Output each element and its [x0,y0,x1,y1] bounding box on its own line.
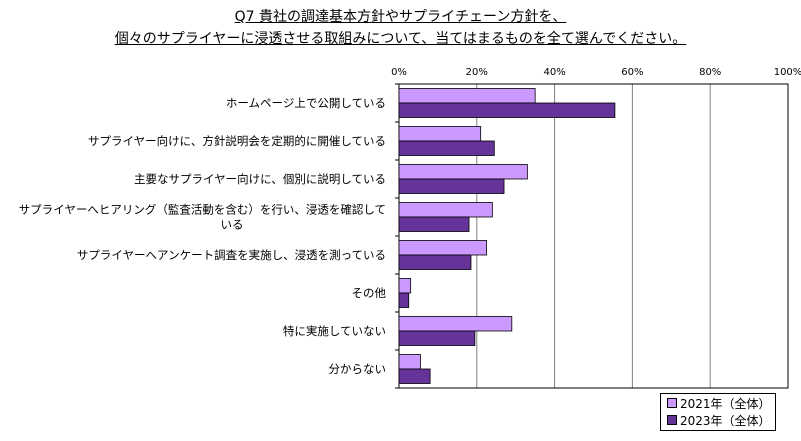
bar-2021 [398,88,536,104]
legend-label-2021: 2021年（全体） [680,397,771,411]
bar-2023 [398,140,495,156]
category-label: サプライヤーへアンケート調査を実施し、浸透を測っている [77,248,386,262]
category-label: サプライヤー向けに、方針説明会を定期的に開催している [88,134,386,148]
chart-legend: 2021年（全体） 2023年（全体） [660,393,776,431]
category-label: ホームページ上で公開している [226,96,386,110]
legend-item-2021: 2021年（全体） [667,397,771,411]
bar-2023 [398,102,616,118]
bar-2021 [398,354,421,370]
legend-swatch-2021 [667,398,677,408]
x-tick-label: 0% [391,67,407,78]
bar-2021 [398,240,487,256]
bar-2021 [398,278,412,294]
legend-item-2023: 2023年（全体） [667,414,771,428]
chart-title-line-2: 個々のサプライヤーに浸透させる取組みについて、当てはまるものを全て選んでください… [114,31,687,47]
category-label: 分からない [329,362,387,376]
bar-2023 [398,292,410,308]
x-tick-label: 80% [699,67,721,78]
category-label: その他 [352,286,387,300]
bar-2023 [398,330,476,346]
bar-2023 [398,216,470,232]
bar-2023 [398,178,505,194]
category-label: サプライヤーへヒアリング（監査活動を含む）を行い、浸透を確認して [19,203,386,217]
bar-2021 [398,202,493,218]
legend-swatch-2023 [667,415,677,425]
x-tick-label: 60% [621,67,643,78]
category-label: 特に実施していない [283,324,386,338]
chart-title-line-1: Q7 貴社の調達基本方針やサプライチェーン方針を、 [234,9,567,25]
bar-2023 [398,368,431,384]
bar-2021 [398,316,513,332]
bar-2021 [398,126,482,142]
bar-2021 [398,164,528,180]
category-label: 主要なサプライヤー向けに、個別に説明している [134,172,386,186]
bar-2023 [398,254,472,270]
x-tick-label: 100% [774,67,801,78]
x-tick-label: 20% [466,67,488,78]
legend-label-2023: 2023年（全体） [680,414,771,428]
x-tick-label: 40% [543,67,565,78]
category-label: いる [221,218,244,232]
